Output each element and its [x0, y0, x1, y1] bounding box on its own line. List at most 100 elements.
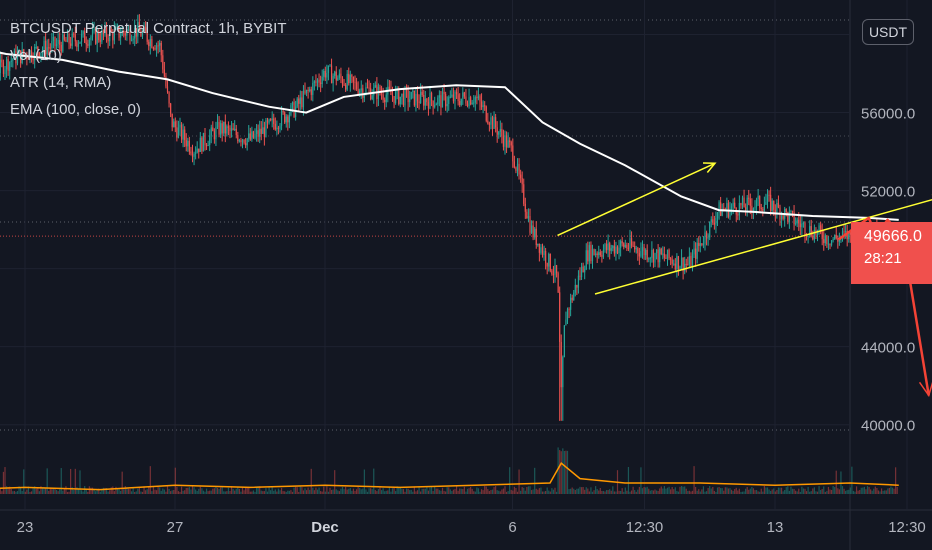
candle-body [687, 264, 689, 266]
volume-bar [182, 490, 184, 494]
candle-body [788, 211, 790, 222]
candle-body [465, 96, 467, 104]
volume-bar [255, 487, 258, 494]
candle-body [359, 90, 361, 95]
volume-bar [45, 488, 47, 494]
volume-bar [415, 491, 417, 494]
candle-body [841, 231, 844, 237]
candle-body [157, 45, 159, 47]
volume-bar [524, 490, 526, 494]
candle-body [115, 27, 117, 30]
volume-bar [643, 487, 645, 494]
candle-body [659, 248, 661, 263]
volume-bar [473, 491, 475, 494]
candle-body [420, 91, 422, 104]
volume-bar [343, 489, 345, 494]
x-tick-label: Dec [311, 519, 339, 536]
volume-bar [757, 491, 759, 494]
candle-body [121, 30, 123, 36]
candle-body [716, 212, 719, 218]
x-tick-label: 6 [508, 519, 516, 536]
candle-body [785, 208, 787, 213]
volume-bar [199, 486, 201, 494]
candle-body [224, 121, 226, 134]
volume-bar [280, 487, 283, 494]
volume-bar [220, 487, 222, 494]
volume-bar [549, 491, 551, 494]
volume-bar [173, 489, 175, 494]
candle-body [215, 126, 217, 140]
legend-atr[interactable]: ATR (14, RMA) [10, 74, 112, 91]
volume-bar [145, 490, 147, 494]
volume-bar [266, 491, 269, 494]
volume-bar [635, 491, 637, 494]
candle-body [338, 73, 340, 78]
candle-body [354, 81, 356, 83]
candle-body [490, 117, 492, 125]
candle-body [674, 263, 676, 270]
candle-body [801, 223, 803, 228]
volume-bar [693, 466, 695, 494]
volume-bar [587, 488, 589, 494]
volume-bar [866, 486, 869, 494]
candle-body [482, 105, 484, 108]
volume-bar [101, 490, 103, 494]
candle-body [160, 42, 162, 56]
candle-body [360, 88, 362, 91]
candle-body [45, 40, 47, 55]
candle-body [265, 120, 267, 137]
volume-bar [763, 486, 765, 494]
candle-body [493, 117, 495, 129]
volume-bar [555, 491, 558, 494]
candle-body [846, 231, 848, 240]
candle-body [637, 248, 639, 254]
candle-body [845, 231, 847, 233]
legend-volume[interactable]: Vol (10) [10, 47, 62, 64]
candle-body [388, 86, 390, 90]
last-price-value: 49666.0 [864, 228, 922, 245]
candle-body [35, 46, 37, 48]
volume-bar [585, 487, 587, 494]
candle-body [538, 243, 540, 253]
volume-bar [896, 486, 898, 494]
candle-body [749, 198, 751, 206]
candle-body [574, 284, 576, 293]
volume-bar [134, 491, 136, 494]
candle-body [474, 97, 476, 103]
volume-bar [505, 491, 508, 494]
volume-bar [676, 490, 678, 494]
candle-body [457, 94, 459, 102]
candle-body [409, 99, 411, 103]
candle-body [340, 73, 342, 79]
volume-bar [748, 489, 750, 494]
candle-body [346, 73, 348, 90]
volume-bar [655, 490, 658, 494]
candle-body [662, 253, 664, 255]
legend-ema[interactable]: EMA (100, close, 0) [10, 101, 141, 118]
candle-body [691, 254, 694, 267]
volume-bar [609, 489, 611, 494]
volume-bar [495, 486, 497, 494]
volume-bar [315, 487, 317, 494]
volume-bar [157, 486, 159, 494]
volume-bar [98, 488, 100, 494]
candle-body [280, 110, 283, 126]
candle-body [760, 207, 762, 210]
candle-body [124, 33, 126, 36]
candle-body [748, 197, 750, 199]
candle-body [751, 205, 753, 212]
candle-body [832, 239, 834, 241]
volume-bar [260, 490, 262, 494]
currency-button[interactable]: USDT [862, 19, 914, 45]
volume-bar [795, 490, 797, 494]
candle-body [304, 90, 306, 94]
volume-bar [634, 490, 636, 494]
volume-bar [446, 487, 448, 494]
candle-body [301, 97, 303, 108]
volume-bar [326, 486, 328, 494]
candle-body [282, 110, 284, 113]
volume-bar [582, 486, 584, 494]
volume-bar [388, 487, 390, 494]
candle-body [654, 253, 656, 263]
